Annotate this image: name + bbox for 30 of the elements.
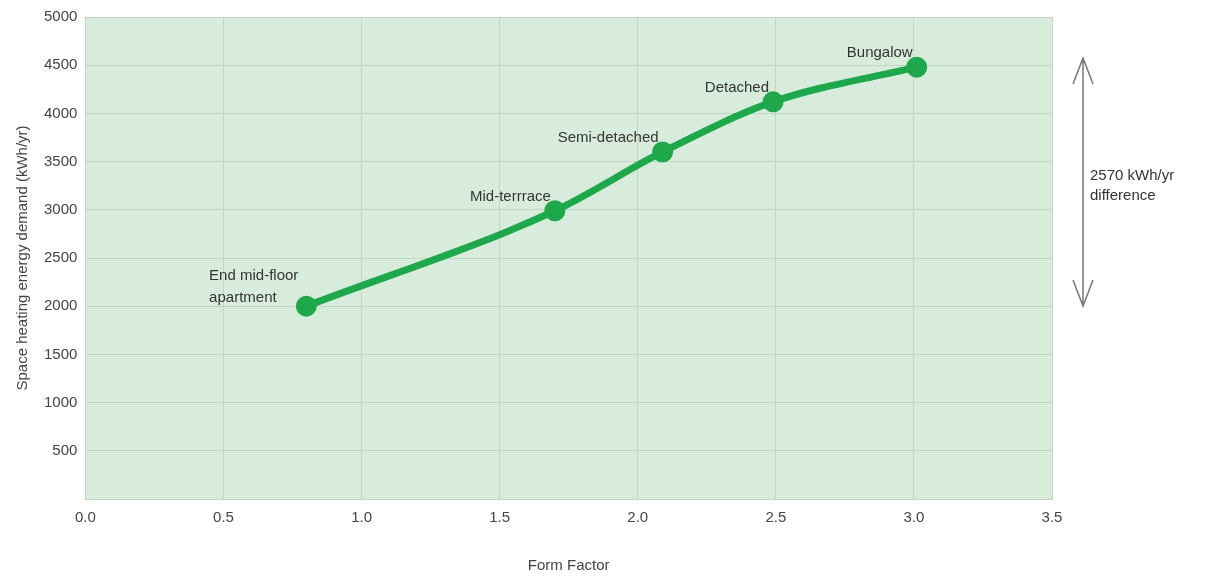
y-tick-label: 3000 xyxy=(43,199,78,217)
annotation: Semi-detached xyxy=(557,127,659,145)
point xyxy=(652,141,674,163)
y-tick-label: 4500 xyxy=(43,55,78,73)
y-tick-label: 2500 xyxy=(43,248,78,266)
point xyxy=(544,200,566,222)
x-tick-label: 1.5 xyxy=(489,508,511,526)
x-tick-label: 3.5 xyxy=(1041,508,1063,526)
y-tick-label: 4000 xyxy=(43,103,78,121)
x-tick-label: 2.0 xyxy=(627,508,649,526)
text: 2570 kWh/yr difference xyxy=(1090,165,1176,205)
y-tick-label: 1500 xyxy=(43,344,78,362)
point xyxy=(295,295,317,317)
y-tick-label: 500 xyxy=(52,440,78,458)
annotation: Bungalow xyxy=(846,43,913,61)
y-tick-label: 5000 xyxy=(43,7,78,25)
annotation: End mid-floor apartment xyxy=(209,266,299,306)
point xyxy=(762,91,784,113)
y-tick-label: 1000 xyxy=(43,392,78,410)
y-tick-label: 3500 xyxy=(43,151,78,169)
x-tick-label: 0.0 xyxy=(74,508,96,526)
annotation: Detached xyxy=(704,77,770,95)
y-tick-label: 2000 xyxy=(43,296,78,314)
x-axis-title: Form Factor xyxy=(527,556,610,574)
x-tick-label: 2.5 xyxy=(765,508,787,526)
x-tick-label: 3.0 xyxy=(903,508,925,526)
x-tick-label: 0.5 xyxy=(213,508,234,526)
annotation: Mid-terrrace xyxy=(470,186,551,204)
x-tick-label: 1.0 xyxy=(351,508,372,526)
y-axis-title: Space heating energy demand (kWh/yr) xyxy=(13,125,31,391)
